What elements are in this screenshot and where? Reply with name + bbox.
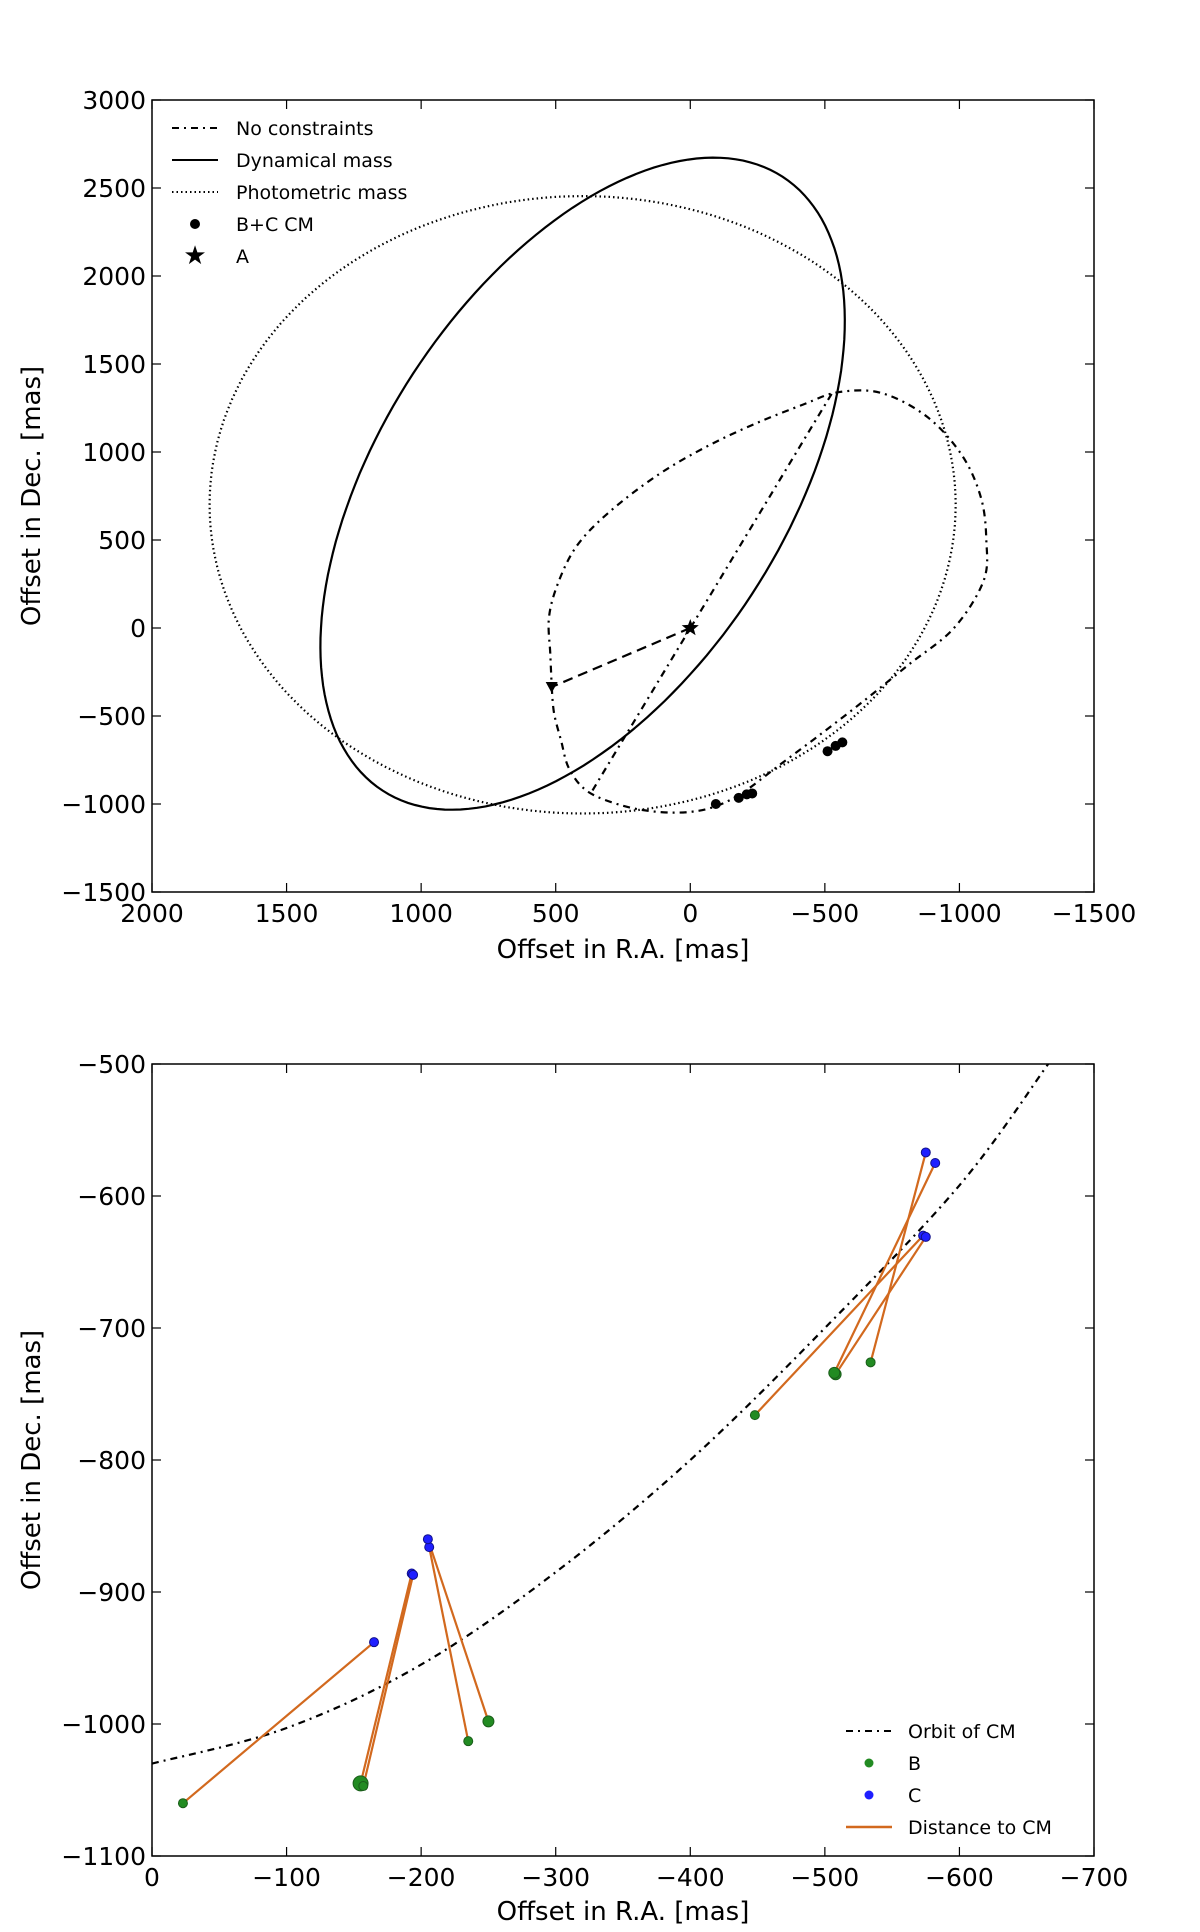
distance-to-cm-line (428, 1546, 470, 1742)
top-plot-frame (151, 99, 1095, 893)
legend-b-marker (864, 1758, 874, 1768)
top-y-tick-label: 1000 (82, 438, 146, 467)
top-x-tick-label: 0 (682, 899, 698, 928)
bc-cm-point (747, 788, 758, 799)
point-b (828, 1366, 841, 1379)
bottom-legend: Orbit of CM B C Distance to CM (846, 1721, 1052, 1839)
bottom-x-tick-label: −700 (1060, 1863, 1129, 1892)
legend-c-marker (864, 1790, 874, 1800)
bottom-y-tick-label: −600 (77, 1182, 146, 1211)
point-c (920, 1147, 931, 1158)
bottom-y-axis: −1100 −1000 −900 −800 −700 −600 −500 (61, 1050, 1094, 1871)
point-c (422, 1534, 433, 1545)
top-y-tick-label: −1500 (61, 878, 146, 907)
point-b (482, 1715, 495, 1728)
distance-to-cm-line (834, 1236, 927, 1375)
point-c (930, 1158, 941, 1168)
bottom-x-axis-label: Offset in R.A. [mas] (497, 1897, 750, 1927)
top-x-axis: 2000 1500 1000 500 0 −500 −1000 −1500 (120, 100, 1136, 928)
top-y-axis: −1500 −1000 −500 0 500 1000 1500 2000 2500 3000 (61, 86, 1094, 907)
legend-b-label: B (908, 1753, 921, 1775)
top-y-tick-label: 1500 (82, 350, 146, 379)
legend-bc-cm-label: B+C CM (236, 214, 314, 236)
bottom-x-tick-label: −300 (521, 1863, 590, 1892)
top-y-tick-label: 3000 (82, 86, 146, 115)
point-c (920, 1231, 931, 1242)
legend-bc-cm-marker (190, 219, 200, 229)
top-legend: No constraints Dynamical mass Photometri… (172, 118, 407, 271)
point-b (865, 1357, 876, 1368)
legend-a-star-marker: ★ (183, 241, 206, 271)
legend-orbit-label: Orbit of CM (908, 1721, 1016, 1743)
distance-to-cm-line (362, 1574, 415, 1787)
top-x-tick-label: 2000 (120, 899, 184, 928)
top-x-tick-label: 1500 (255, 899, 319, 928)
orbit-end-triangle-marker (545, 681, 558, 693)
legend-a-label: A (236, 246, 249, 268)
top-plot-area (208, 156, 989, 815)
point-c (369, 1637, 380, 1648)
bottom-x-tick-label: −200 (387, 1863, 456, 1892)
point-b (177, 1798, 188, 1809)
point-b (749, 1410, 760, 1421)
top-y-tick-label: 2000 (82, 262, 146, 291)
top-x-tick-label: −1000 (917, 899, 1002, 928)
bottom-x-tick-label: −100 (252, 1863, 321, 1892)
series-dynamical-mass (319, 156, 846, 811)
bc-cm-point (837, 737, 848, 748)
top-x-tick-label: 500 (532, 899, 580, 928)
point-c (408, 1569, 419, 1580)
top-x-tick-label: −500 (791, 899, 860, 928)
top-y-tick-label: 500 (98, 526, 146, 555)
point-b (463, 1736, 474, 1747)
distance-to-cm-line (869, 1152, 927, 1363)
series-orbit-of-cm (152, 1064, 1050, 1765)
bottom-x-tick-label: −400 (656, 1863, 725, 1892)
bottom-y-axis-label: Offset in Dec. [mas] (17, 1330, 47, 1590)
top-y-tick-label: −1000 (61, 790, 146, 819)
legend-photometric-mass-label: Photometric mass (236, 182, 407, 204)
legend-c-label: C (908, 1785, 921, 1807)
top-x-axis-label: Offset in R.A. [mas] (497, 935, 750, 965)
top-y-tick-label: 0 (130, 614, 146, 643)
star-a-marker (681, 619, 699, 636)
top-x-tick-label: −1500 (1052, 899, 1137, 928)
bottom-x-tick-label: −600 (925, 1863, 994, 1892)
point-b (358, 1781, 369, 1792)
distance-to-cm-line (359, 1573, 413, 1784)
bottom-y-tick-label: −1100 (61, 1842, 146, 1871)
bc-cm-point (710, 799, 721, 809)
distance-to-cm-line (182, 1641, 375, 1805)
bottom-y-tick-label: −1000 (61, 1710, 146, 1739)
legend-distance-label: Distance to CM (908, 1817, 1052, 1839)
bottom-y-tick-label: −800 (77, 1446, 146, 1475)
legend-dynamical-mass-label: Dynamical mass (236, 150, 393, 172)
distance-to-cm-line (833, 1162, 937, 1374)
bottom-y-tick-label: −700 (77, 1314, 146, 1343)
bottom-x-tick-label: −500 (791, 1863, 860, 1892)
bottom-x-axis: 0 −100 −200 −300 −400 −500 −600 −700 (144, 1064, 1128, 1892)
top-y-axis-label: Offset in Dec. [mas] (17, 366, 47, 626)
bc-cm-point (822, 746, 833, 757)
top-x-tick-label: 1000 (389, 899, 453, 928)
top-panel-chart: 2000 1500 1000 500 0 −500 −1000 −1500 −1500 −100… (17, 86, 1136, 965)
bottom-panel-chart: 0 −100 −200 −300 −400 −500 −600 −700 −1100 −1000… (17, 1050, 1128, 1927)
top-y-tick-label: −500 (77, 702, 146, 731)
distance-to-cm-line (426, 1538, 490, 1722)
series-no-constraints (547, 389, 989, 814)
bottom-plot-area (152, 1064, 1050, 1809)
bottom-y-tick-label: −900 (77, 1578, 146, 1607)
legend-no-constraints-label: No constraints (236, 118, 373, 140)
top-y-tick-label: 2500 (82, 174, 146, 203)
series-periastron-line-no-constraints (589, 393, 833, 794)
bottom-x-tick-label: 0 (144, 1863, 160, 1892)
bottom-y-tick-label: −500 (77, 1050, 146, 1079)
series-a-to-b-c-cm (551, 626, 691, 689)
bc-cm-point (733, 792, 744, 803)
